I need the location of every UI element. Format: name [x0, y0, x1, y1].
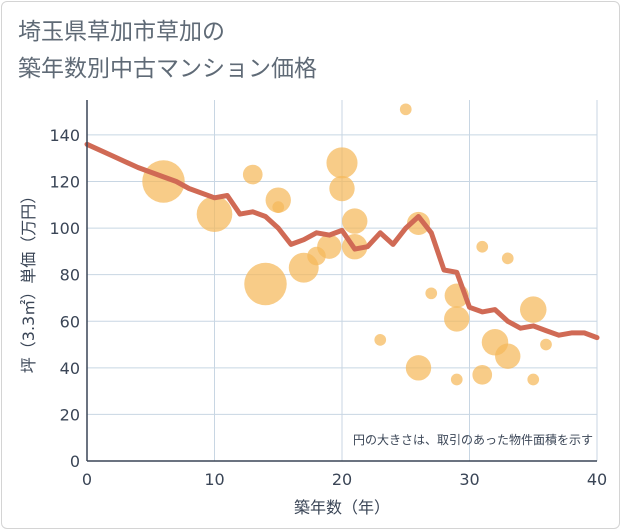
y-tick-label: 80 — [60, 266, 80, 285]
y-tick-label: 0 — [70, 452, 80, 471]
x-axis-title: 築年数（年） — [294, 498, 390, 517]
bubble-point — [196, 196, 233, 232]
y-axis-title: 坪（3.3㎡）単価（万円） — [19, 188, 38, 373]
bubble-point — [444, 306, 470, 332]
chart-title-line-2: 築年数別中古マンション価格 — [18, 56, 317, 82]
bubble-point — [399, 103, 412, 116]
bubble-point — [472, 364, 493, 385]
x-tick-label: 30 — [459, 470, 479, 489]
bubble-size-note: 円の大きさは、取引のあった物件面積を示す — [353, 432, 593, 447]
x-tick-labels: 0 10 20 30 40 — [82, 470, 607, 489]
y-tick-labels: 0 20 40 60 80 100 120 140 — [49, 126, 80, 471]
y-tick-label: 100 — [49, 219, 80, 238]
bubble-point — [540, 338, 552, 351]
x-tick-label: 10 — [204, 470, 224, 489]
grid-lines — [87, 100, 598, 461]
bubble-point — [501, 252, 514, 265]
y-tick-label: 60 — [60, 312, 80, 331]
bubble-point — [244, 262, 287, 306]
axes — [86, 100, 597, 462]
chart-title-line-1: 埼玉県草加市草加の — [18, 19, 225, 45]
bubble-point — [450, 373, 463, 386]
bubble-point — [342, 208, 368, 234]
bubble-point — [527, 373, 540, 386]
y-tick-label: 40 — [60, 359, 80, 378]
bubble-point — [329, 175, 355, 202]
y-tick-label: 120 — [49, 173, 80, 192]
bubble-point — [326, 147, 358, 179]
bubble-point — [242, 164, 263, 185]
bubble-point — [317, 234, 342, 259]
x-tick-label: 20 — [332, 470, 352, 489]
x-tick-label: 0 — [82, 470, 92, 489]
bubble-point — [476, 240, 489, 253]
bubble-point — [374, 334, 387, 346]
bubble-point — [495, 343, 521, 369]
y-tick-label: 20 — [60, 405, 80, 424]
bubble-point — [519, 296, 547, 323]
bubble-point — [265, 187, 291, 213]
y-tick-label: 140 — [49, 126, 80, 145]
bubble-point — [406, 211, 431, 235]
bubble-point — [405, 355, 432, 381]
bubble-point — [425, 287, 438, 300]
bubble-point — [272, 201, 285, 213]
chart-title: 埼玉県草加市草加の 築年数別中古マンション価格 — [18, 14, 317, 88]
trend-line — [84, 141, 600, 341]
x-tick-label: 40 — [587, 470, 607, 489]
